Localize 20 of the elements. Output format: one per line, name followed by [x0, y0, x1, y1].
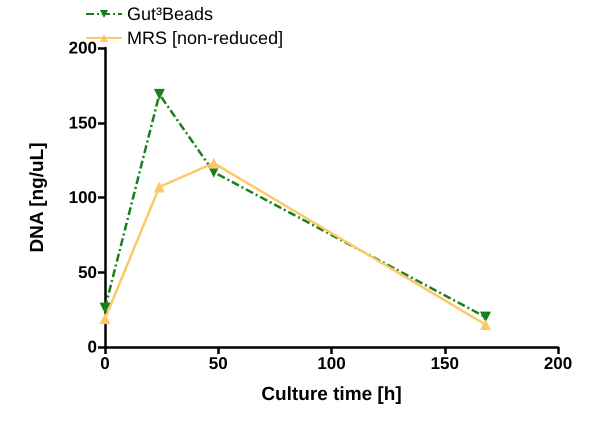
y-axis-title: DNA [ng/uL] — [27, 142, 48, 253]
point — [208, 158, 220, 169]
point — [154, 88, 165, 100]
y-tick-label: 200 — [68, 38, 97, 58]
point — [154, 182, 165, 193]
point — [480, 319, 492, 330]
x-axis-title: Culture time [h] — [261, 384, 402, 405]
x-tick-label: 50 — [208, 354, 228, 373]
y-tick-label: 0 — [88, 338, 97, 356]
point — [100, 313, 110, 324]
legend-label: MRS [non-reduced] — [127, 28, 284, 48]
y-tick-label: 150 — [68, 113, 97, 132]
x-tick-label: 0 — [100, 354, 110, 373]
x-tick-label: 200 — [544, 354, 572, 373]
legend-label: Gut³Beads — [127, 4, 214, 24]
point — [100, 302, 110, 314]
y-tick-label: 100 — [68, 188, 97, 207]
y-tick-label: 50 — [78, 262, 97, 282]
x-tick-label: 100 — [317, 354, 346, 373]
x-tick-label: 150 — [430, 354, 459, 373]
